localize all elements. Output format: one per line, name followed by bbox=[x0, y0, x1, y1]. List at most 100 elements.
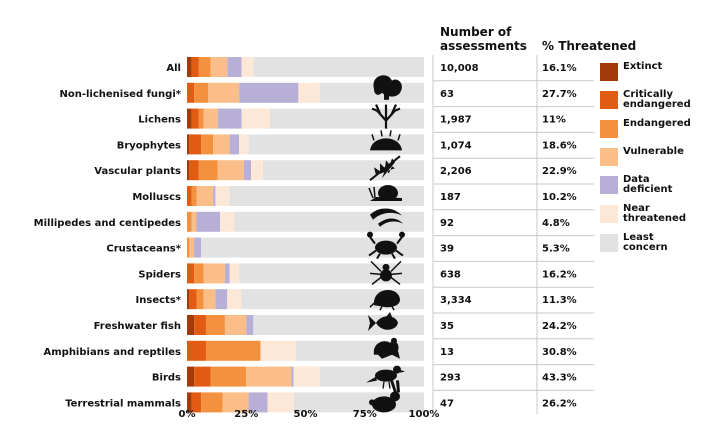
assessments-column-header-line: Number of bbox=[440, 25, 512, 39]
bar-segment bbox=[187, 237, 190, 258]
bar-segment bbox=[210, 366, 247, 387]
bar-segment bbox=[187, 160, 190, 181]
category-label: Freshwater fish bbox=[94, 321, 181, 332]
assessments-value: 3,334 bbox=[440, 295, 472, 306]
category-label: Spiders bbox=[138, 269, 181, 280]
threatened-value: 22.9% bbox=[542, 166, 577, 177]
bar-segment bbox=[246, 315, 254, 335]
category-label: Lichens bbox=[138, 115, 181, 126]
bar-segment bbox=[217, 108, 242, 129]
assessments-value: 35 bbox=[440, 321, 454, 332]
bar-segment bbox=[189, 134, 202, 155]
legend-label: Data deficient bbox=[623, 174, 673, 195]
legend-swatch bbox=[600, 63, 618, 81]
x-tick-label: 50% bbox=[294, 409, 318, 420]
hare-icon bbox=[369, 380, 400, 413]
bar-segment bbox=[201, 237, 424, 258]
snail-icon bbox=[368, 185, 402, 201]
bar-segment bbox=[187, 289, 190, 310]
assessments-value: 1,074 bbox=[440, 140, 472, 151]
bar-row bbox=[187, 82, 424, 103]
legend-swatch bbox=[600, 176, 618, 194]
bar-segment bbox=[319, 366, 424, 387]
bar-segment bbox=[194, 315, 206, 335]
bar-segment bbox=[203, 108, 218, 129]
bar-segment bbox=[187, 82, 195, 103]
bar-row bbox=[187, 237, 424, 258]
bar-segment bbox=[187, 392, 192, 413]
bar-segment bbox=[194, 263, 204, 284]
bar-segment bbox=[241, 108, 270, 129]
beetle-icon bbox=[369, 290, 400, 311]
bar-segment bbox=[253, 315, 424, 335]
assessments-value: 638 bbox=[440, 269, 461, 280]
category-label: All bbox=[166, 63, 181, 74]
bar-segment bbox=[243, 160, 251, 181]
bar-segment bbox=[253, 57, 424, 77]
legend-label: Endangered bbox=[623, 118, 691, 129]
category-label: Terrestrial mammals bbox=[65, 398, 181, 409]
bars-layer bbox=[187, 57, 424, 413]
bar-segment bbox=[213, 134, 230, 155]
legend-swatch bbox=[600, 91, 618, 109]
threatened-value: 43.3% bbox=[542, 373, 577, 384]
category-label: Molluscs bbox=[132, 192, 181, 203]
bar-segment bbox=[187, 366, 195, 387]
bar-segment bbox=[194, 366, 211, 387]
threatened-value: 11% bbox=[542, 115, 566, 126]
bar-segment bbox=[208, 82, 240, 103]
category-label: Non-lichenised fungi* bbox=[59, 89, 181, 100]
legend-label: Least concern bbox=[623, 232, 668, 253]
bar-segment bbox=[319, 82, 424, 103]
bar-segment bbox=[210, 57, 228, 77]
legend-item: Critically endangered bbox=[600, 90, 712, 110]
assessments-value: 92 bbox=[440, 218, 454, 229]
bar-segment bbox=[191, 108, 199, 129]
bar-segment bbox=[224, 263, 230, 284]
bar-segment bbox=[246, 366, 292, 387]
bar-segment bbox=[187, 263, 195, 284]
threatened-value: 18.6% bbox=[542, 140, 577, 151]
bar-segment bbox=[205, 340, 261, 361]
bar-segment bbox=[229, 263, 240, 284]
category-label: Vascular plants bbox=[94, 166, 181, 177]
assessments-value: 187 bbox=[440, 192, 461, 203]
bar-segment bbox=[224, 315, 247, 335]
bar-segment bbox=[189, 289, 197, 310]
category-label: Crustaceans* bbox=[106, 244, 181, 255]
assessments-value: 293 bbox=[440, 373, 461, 384]
bar-segment bbox=[215, 289, 228, 310]
bar-segment bbox=[267, 392, 294, 413]
bar-segment bbox=[187, 108, 192, 129]
crab-icon bbox=[367, 231, 405, 260]
legend-label: Critically endangered bbox=[623, 89, 691, 110]
bar-segment bbox=[187, 57, 192, 77]
legend-item: Near threatened bbox=[600, 204, 712, 224]
bar-segment bbox=[248, 392, 268, 413]
bar-segment bbox=[201, 134, 214, 155]
legend-item: Data deficient bbox=[600, 175, 712, 195]
threatened-value: 16.1% bbox=[542, 63, 577, 74]
legend-label: Extinct bbox=[623, 61, 663, 72]
moss-icon bbox=[370, 130, 402, 151]
bar-segment bbox=[203, 263, 225, 284]
legend-swatch bbox=[600, 205, 618, 223]
bar-segment bbox=[241, 57, 254, 77]
legend-item: Least concern bbox=[600, 233, 712, 253]
bar-segment bbox=[260, 340, 297, 361]
threatened-value: 27.7% bbox=[542, 89, 577, 100]
x-tick-label: 75% bbox=[353, 409, 377, 420]
bar-segment bbox=[191, 392, 202, 413]
assessments-value: 13 bbox=[440, 347, 454, 358]
lichen-icon bbox=[371, 104, 401, 129]
threatened-value: 11.3% bbox=[542, 295, 577, 306]
bar-segment bbox=[189, 237, 195, 258]
bar-segment bbox=[239, 82, 299, 103]
legend-swatch bbox=[600, 120, 618, 138]
fern-icon bbox=[369, 155, 401, 181]
bar-segment bbox=[234, 211, 424, 232]
bar-segment bbox=[222, 392, 249, 413]
legend-item: Vulnerable bbox=[600, 147, 712, 166]
bar-segment bbox=[198, 57, 211, 77]
bar-segment bbox=[198, 160, 218, 181]
